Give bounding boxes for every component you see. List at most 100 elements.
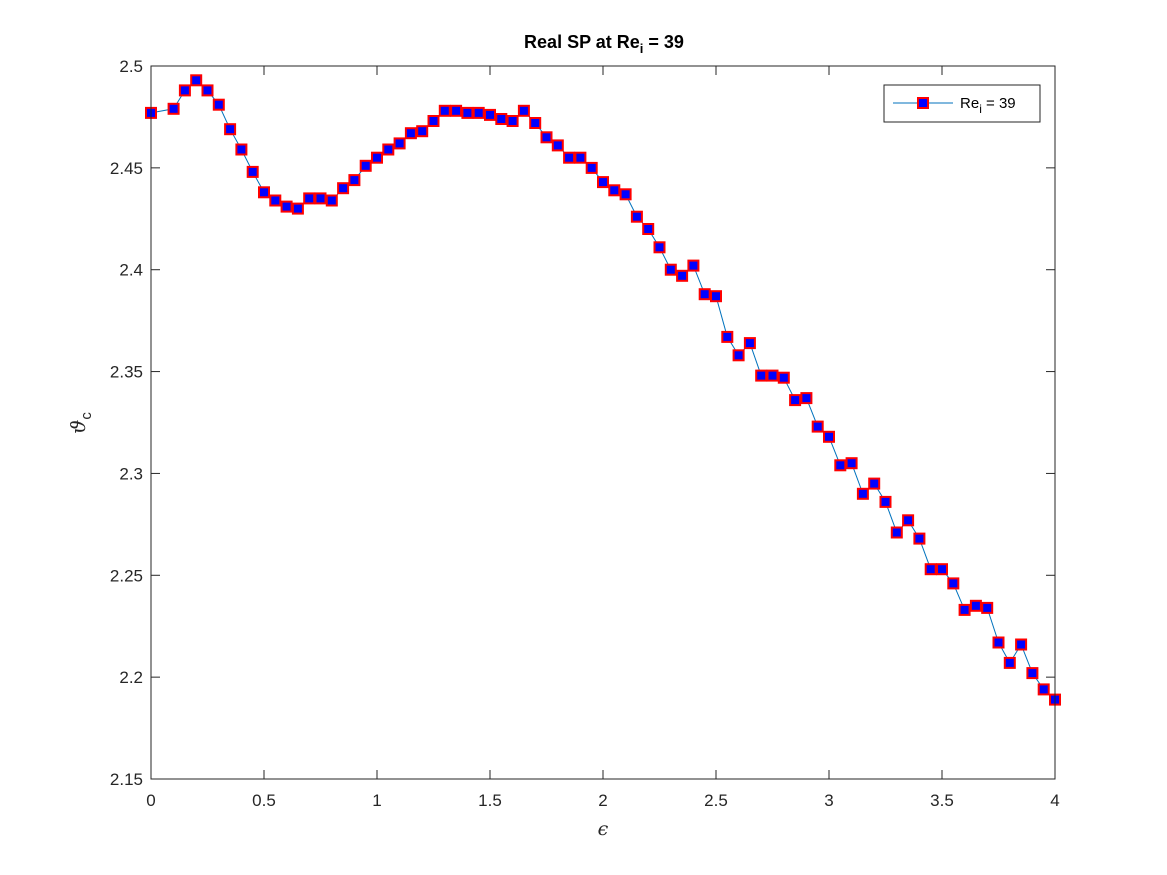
data-point-0-44 (653, 241, 666, 254)
y-tick-label-0: 2.15 (110, 770, 143, 789)
data-point-0-35 (551, 139, 564, 152)
chart-title: Real SP at Rei = 39 (524, 32, 684, 56)
data-point-0-13 (303, 192, 316, 205)
data-point-0-32 (517, 104, 530, 117)
data-point-0-30 (495, 113, 508, 125)
data-point-0-66 (902, 514, 915, 527)
data-point-0-54 (766, 369, 779, 382)
data-point-0-31 (506, 115, 519, 127)
data-point-0-41 (619, 188, 632, 201)
data-layer (145, 74, 1061, 706)
data-point-0-9 (258, 186, 270, 199)
data-point-0-51 (732, 349, 745, 362)
y-tick-label-5: 2.4 (119, 261, 143, 280)
legend-marker-sample (917, 97, 929, 109)
data-point-0-73 (981, 601, 994, 614)
data-point-0-25 (438, 104, 451, 117)
data-point-0-33 (529, 117, 542, 129)
y-tick-label-1: 2.2 (119, 668, 143, 687)
data-point-0-69 (936, 563, 948, 576)
x-tick-label-1: 0.5 (252, 791, 276, 810)
data-point-0-68 (924, 563, 937, 576)
data-point-0-28 (472, 106, 485, 119)
data-point-0-14 (314, 192, 327, 205)
data-point-0-42 (630, 210, 643, 223)
data-point-0-55 (777, 371, 790, 384)
data-point-0-15 (325, 194, 338, 207)
x-tick-label-2: 1 (372, 791, 381, 810)
data-point-0-12 (291, 202, 304, 215)
data-point-0-77 (1026, 667, 1039, 680)
data-point-0-22 (404, 127, 417, 140)
data-point-0-16 (337, 182, 350, 195)
x-tick-label-3: 1.5 (478, 791, 502, 810)
data-point-0-24 (427, 115, 440, 127)
data-point-0-64 (879, 495, 892, 508)
data-point-0-4 (201, 84, 214, 97)
data-point-0-56 (789, 394, 802, 407)
data-point-0-11 (280, 200, 293, 213)
data-point-0-43 (642, 223, 655, 235)
y-tick-label-6: 2.45 (110, 159, 143, 178)
y-tick-label-4: 2.35 (110, 363, 143, 382)
data-point-0-21 (393, 137, 406, 150)
data-point-0-46 (676, 269, 689, 282)
data-point-0-18 (359, 159, 372, 172)
data-point-0-78 (1037, 683, 1050, 696)
data-point-0-20 (382, 143, 395, 156)
data-point-0-29 (484, 108, 496, 121)
data-point-0-59 (823, 430, 835, 443)
data-point-0-48 (698, 288, 711, 301)
data-point-0-49 (710, 290, 722, 303)
data-point-0-27 (461, 106, 474, 119)
legend-entry-label: Rei = 39 (960, 95, 1016, 116)
data-point-0-65 (890, 526, 903, 539)
y-tick-label-2: 2.25 (110, 566, 143, 585)
data-point-0-6 (224, 123, 237, 136)
data-point-0-23 (416, 125, 429, 138)
data-point-0-74 (992, 636, 1005, 649)
data-point-0-76 (1015, 638, 1028, 651)
data-point-0-60 (834, 459, 847, 472)
x-tick-label-8: 4 (1050, 791, 1059, 810)
data-point-0-72 (969, 599, 982, 612)
y-tick-label-3: 2.3 (119, 464, 143, 483)
data-point-0-39 (597, 176, 609, 189)
y-axis-label: ϑc (66, 412, 95, 434)
data-point-0-1 (167, 102, 180, 115)
data-point-0-52 (743, 337, 756, 350)
data-point-0-5 (212, 98, 225, 111)
data-point-0-36 (563, 151, 576, 164)
data-point-0-26 (450, 104, 463, 117)
plot-area (151, 66, 1055, 779)
data-point-0-7 (235, 143, 248, 156)
data-point-0-50 (721, 330, 734, 343)
data-point-0-63 (868, 477, 881, 490)
data-point-0-17 (348, 174, 361, 187)
data-point-0-75 (1003, 656, 1016, 669)
x-axis-label: ϵ (598, 818, 609, 840)
x-tick-label-0: 0 (146, 791, 155, 810)
data-point-0-19 (371, 151, 383, 164)
data-point-0-45 (664, 263, 677, 276)
data-point-0-53 (755, 369, 768, 382)
data-point-0-8 (246, 165, 259, 178)
data-point-0-2 (178, 84, 191, 97)
x-axis-ticks: 0 0.5 1 1.5 2 2.5 3 3.5 4 (146, 66, 1060, 810)
data-point-0-10 (269, 194, 282, 207)
data-point-0-47 (687, 259, 700, 272)
x-tick-label-5: 2.5 (704, 791, 728, 810)
y-tick-label-7: 2.5 (119, 57, 143, 76)
legend: Rei = 39 (883, 84, 1041, 123)
data-point-0-3 (190, 74, 203, 87)
data-point-0-57 (800, 392, 813, 405)
x-tick-label-7: 3.5 (930, 791, 954, 810)
data-point-0-67 (913, 532, 926, 545)
data-point-0-61 (845, 457, 858, 470)
x-tick-label-4: 2 (598, 791, 607, 810)
data-point-0-58 (811, 420, 824, 433)
data-point-0-71 (958, 603, 971, 616)
data-point-0-34 (540, 131, 553, 144)
data-point-0-70 (947, 577, 960, 590)
